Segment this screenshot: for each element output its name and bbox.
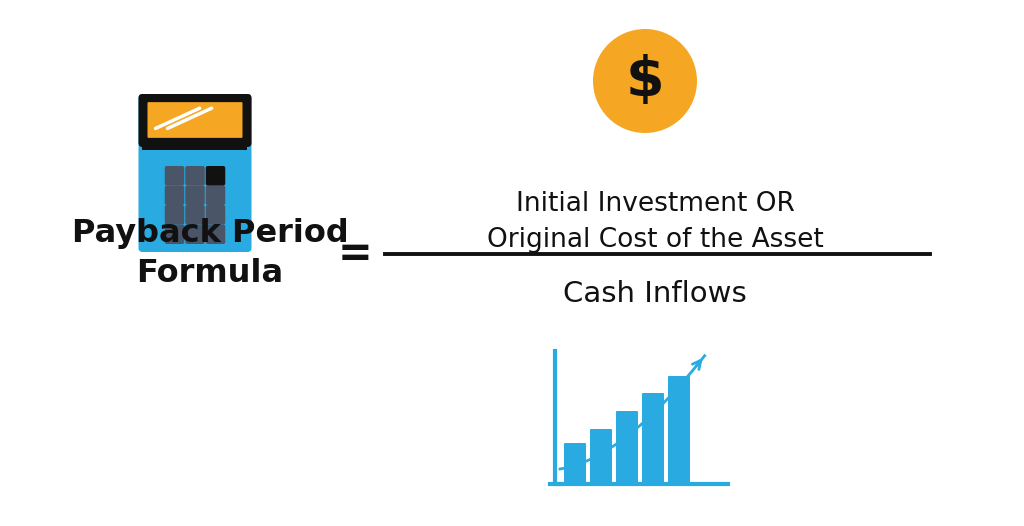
FancyBboxPatch shape xyxy=(138,94,252,147)
Text: Cash Inflows: Cash Inflows xyxy=(563,280,746,308)
FancyBboxPatch shape xyxy=(142,120,248,143)
FancyBboxPatch shape xyxy=(616,411,638,483)
FancyBboxPatch shape xyxy=(206,166,225,186)
Text: $: $ xyxy=(626,54,665,108)
FancyBboxPatch shape xyxy=(138,94,252,252)
FancyBboxPatch shape xyxy=(206,205,225,225)
Text: Formula: Formula xyxy=(136,258,284,289)
FancyBboxPatch shape xyxy=(642,393,664,483)
FancyBboxPatch shape xyxy=(142,144,248,149)
FancyBboxPatch shape xyxy=(185,205,205,225)
FancyBboxPatch shape xyxy=(147,102,243,138)
FancyBboxPatch shape xyxy=(590,429,612,483)
Text: Payback Period: Payback Period xyxy=(72,218,348,249)
FancyBboxPatch shape xyxy=(206,225,225,244)
FancyBboxPatch shape xyxy=(185,166,205,186)
FancyBboxPatch shape xyxy=(185,186,205,205)
Text: =: = xyxy=(338,233,373,275)
FancyBboxPatch shape xyxy=(668,376,690,483)
FancyBboxPatch shape xyxy=(185,225,205,244)
Circle shape xyxy=(593,29,697,133)
FancyBboxPatch shape xyxy=(165,205,184,225)
Text: Initial Investment OR: Initial Investment OR xyxy=(515,191,795,217)
Text: Original Cost of the Asset: Original Cost of the Asset xyxy=(486,227,823,253)
FancyBboxPatch shape xyxy=(564,443,586,483)
FancyBboxPatch shape xyxy=(165,225,184,244)
FancyBboxPatch shape xyxy=(165,186,184,205)
FancyBboxPatch shape xyxy=(206,186,225,205)
FancyBboxPatch shape xyxy=(165,166,184,186)
